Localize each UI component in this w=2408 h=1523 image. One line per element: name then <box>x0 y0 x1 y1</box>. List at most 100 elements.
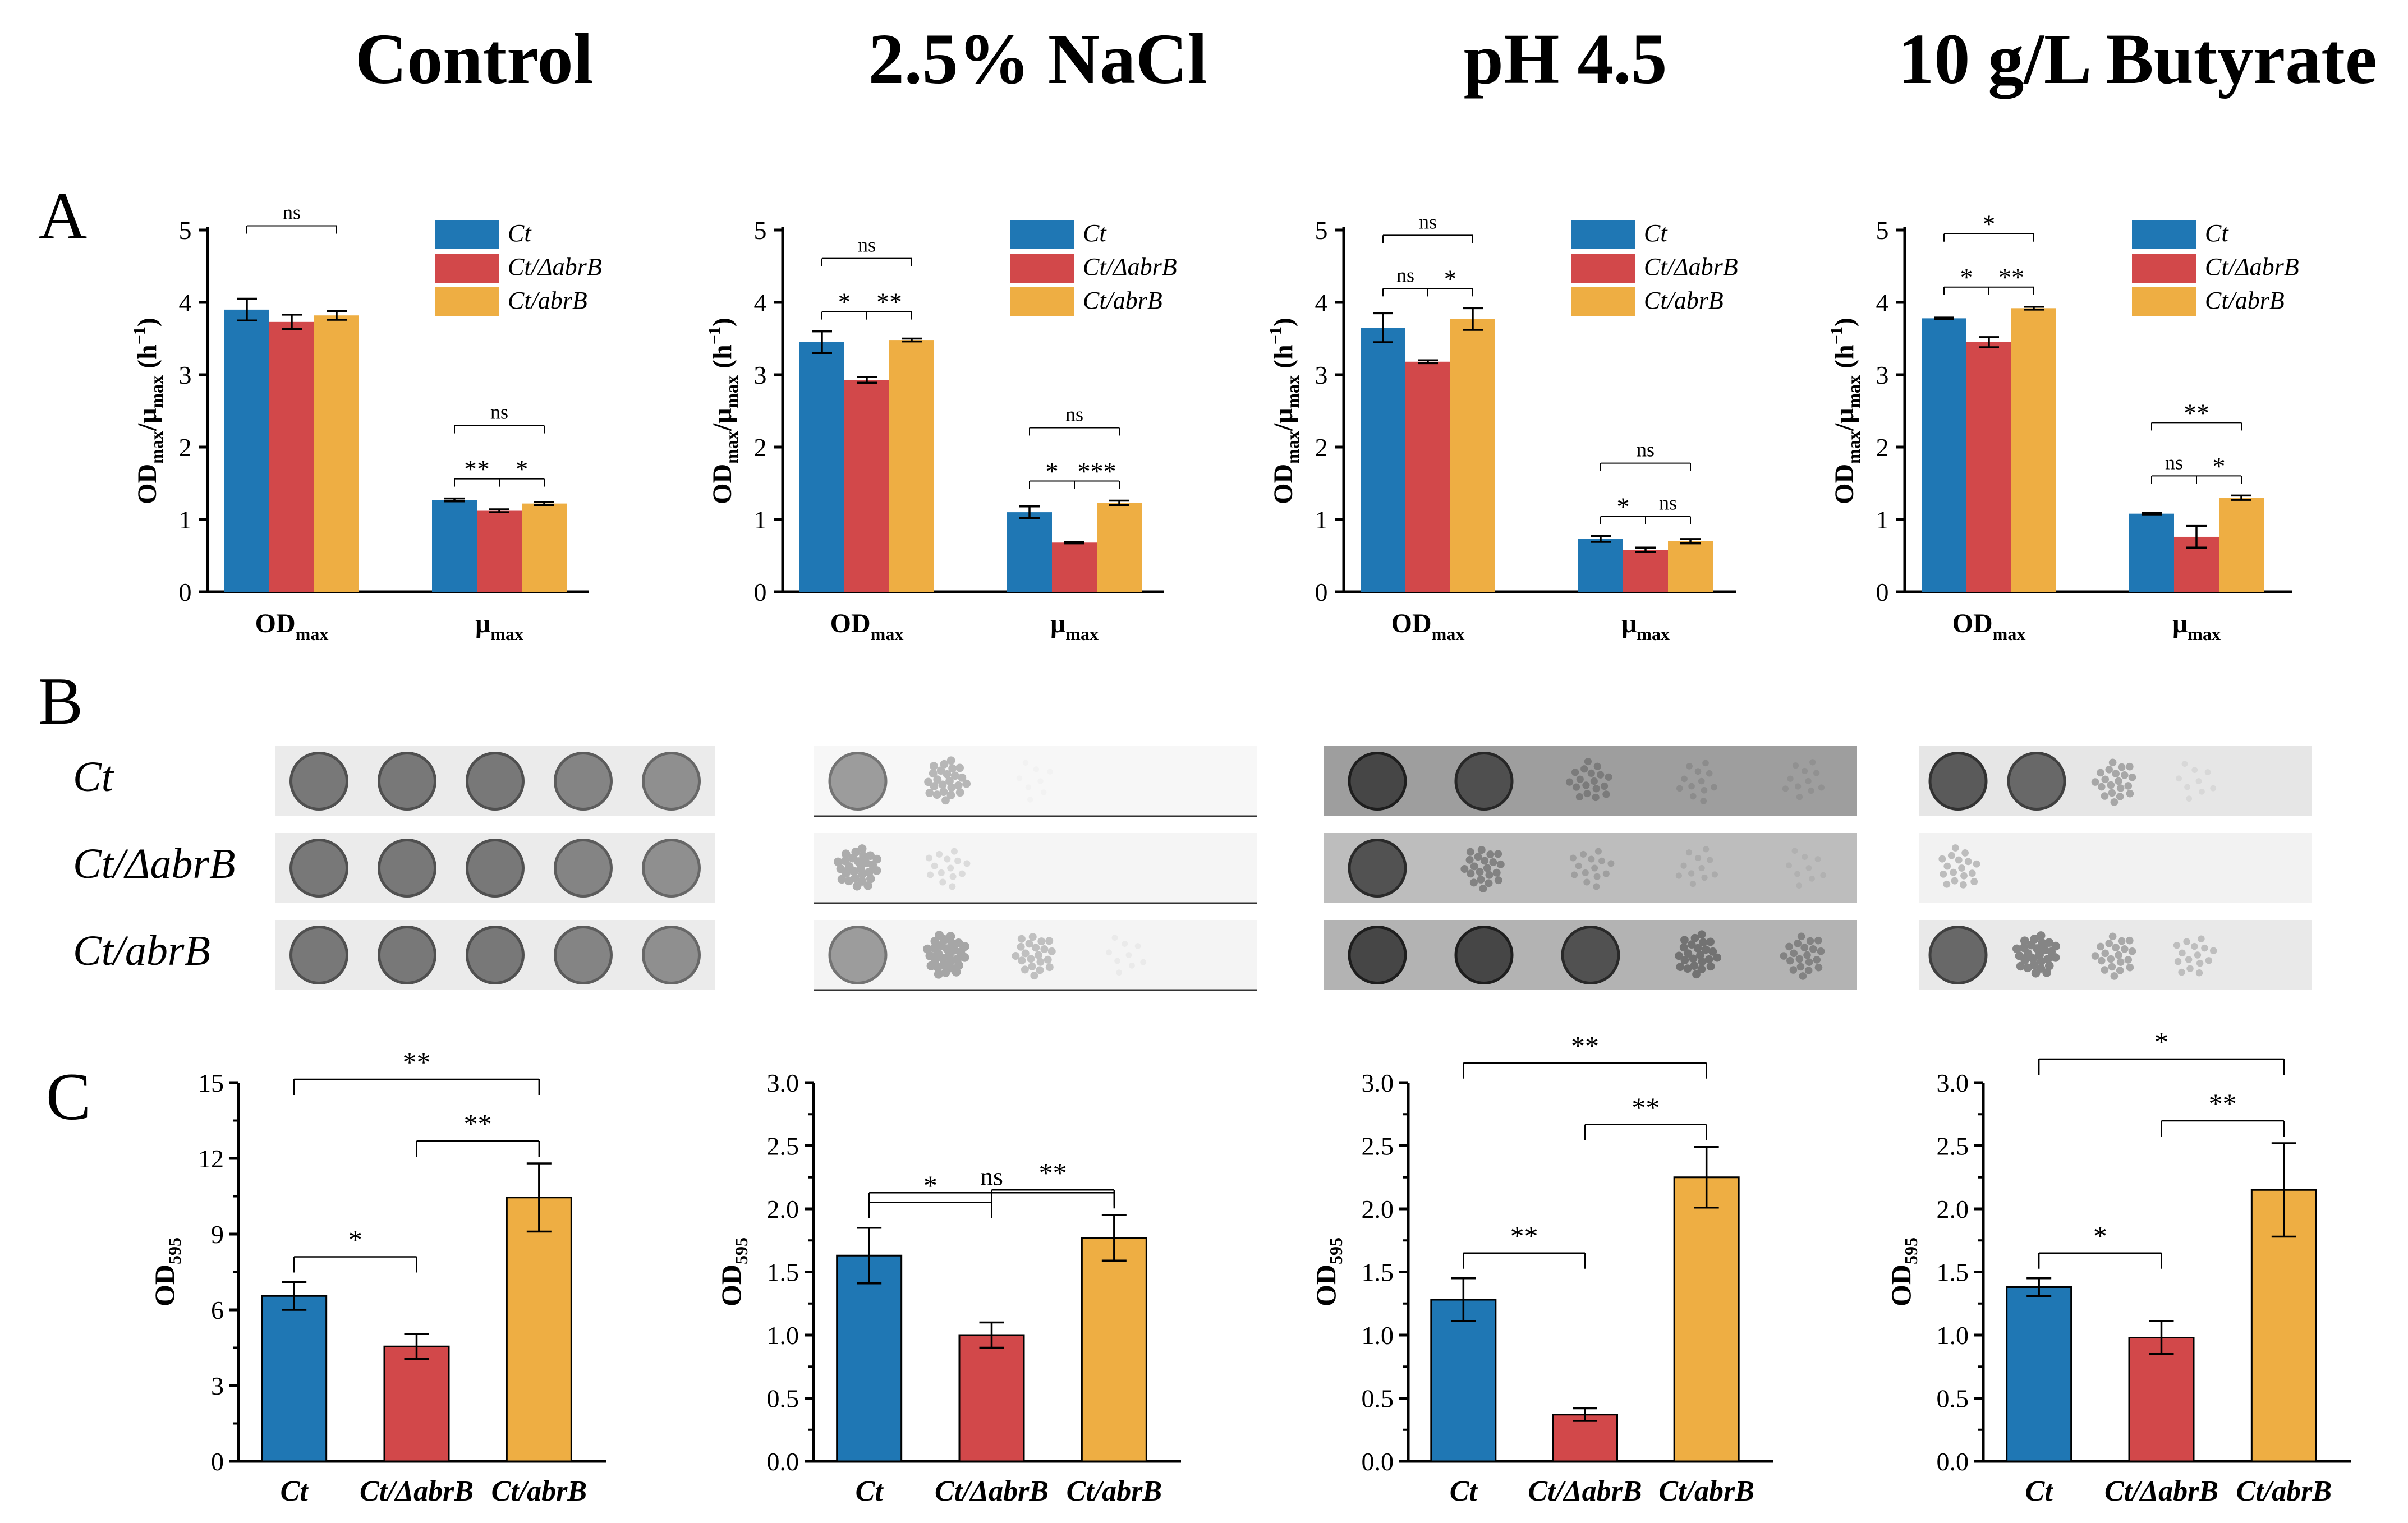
plate-background <box>1919 833 2312 903</box>
colony-dot <box>1582 869 1589 876</box>
colony-dot <box>2116 793 2124 800</box>
colony-dot <box>2184 784 2190 790</box>
colony-dot <box>1122 941 1128 947</box>
colony-dot <box>1711 784 1717 791</box>
colony-dot <box>1950 868 1957 876</box>
colony-dot <box>2198 935 2205 942</box>
colony-dot <box>851 848 861 857</box>
colony-dot <box>1605 773 1612 781</box>
colony-dot <box>1708 947 1717 956</box>
spot-strip-control-ct <box>275 746 715 816</box>
colony-dot <box>1804 967 1813 974</box>
colony-dot <box>923 944 932 954</box>
colony-dot <box>1947 852 1955 859</box>
y-tick-label: 1.0 <box>1362 1321 1394 1350</box>
colony-dot <box>1805 777 1812 785</box>
legend-label-ct-abrb: Ct/ΔabrB <box>508 253 602 280</box>
colony-spot <box>828 752 888 811</box>
xlabel-main: OD <box>830 609 871 638</box>
x-tick-label-ct-abrb: Ct/ΔabrB <box>2104 1475 2218 1507</box>
y-tick-label: 1 <box>754 505 767 534</box>
colony-dot <box>1676 963 1685 972</box>
colony-dot <box>1047 769 1053 775</box>
significance-label: * <box>838 288 851 316</box>
colony-dot <box>1021 965 1029 974</box>
colony-dot <box>844 876 853 886</box>
colony-dot <box>1129 962 1135 969</box>
colony-dot <box>2016 961 2025 971</box>
colony-dot <box>1028 933 1037 941</box>
colony-dot <box>1017 935 1026 943</box>
colony-dot <box>1686 763 1693 770</box>
spot-strip-2-5-nacl-ct <box>814 746 1257 817</box>
colony-dot <box>1792 762 1799 769</box>
legend-label-ct-abrb: Ct/ΔabrB <box>1083 253 1177 280</box>
colony-dot <box>946 756 955 765</box>
colony-dot <box>1789 966 1798 974</box>
significance-label: * <box>1960 263 1973 292</box>
significance-label: * <box>923 1170 938 1201</box>
colony-dot <box>1951 877 1959 885</box>
colony-spot <box>1928 752 1988 811</box>
significance-label: *** <box>1078 457 1116 485</box>
colony-dot <box>2108 789 2116 797</box>
colony-dot <box>941 796 950 805</box>
ylabel-exp: −1 <box>1266 326 1285 344</box>
colony-dot <box>1044 955 1052 964</box>
x-tick-label-ct-abrb: Ct/abrB <box>491 1475 587 1507</box>
y-axis-label: OD595 <box>1310 1237 1346 1306</box>
colony-dot <box>841 849 851 858</box>
spot-strip-10-g-l-butyrate-ct-abrb <box>1919 920 2312 990</box>
ylabel-close: ) <box>707 318 737 326</box>
bar-ct-abrb <box>383 1345 450 1462</box>
colony-dot <box>1037 778 1044 784</box>
colony-dot <box>960 942 969 951</box>
ylabel-exp: −1 <box>705 326 724 344</box>
significance-label: ** <box>464 1108 492 1139</box>
colony-dot <box>1496 860 1505 868</box>
xlabel-sub: max <box>871 624 904 644</box>
ylabel-od: OD <box>1885 1264 1917 1306</box>
spot-strip-10-g-l-butyrate-ct-abrb <box>1919 833 2312 903</box>
significance-label: * <box>1983 210 1996 238</box>
colony-dot <box>2196 959 2204 967</box>
colony-dot <box>1689 793 1697 800</box>
colony-dot <box>2126 963 2134 972</box>
colony-dot <box>1701 874 1708 881</box>
y-tick-label: 3 <box>1315 361 1328 389</box>
chart-c-10-g-l-butyrate: 0.0 0.5 1.0 1.5 2.0 2.5 3.0 OD595 Ct Ct/ΔabrB Ct/a… <box>1885 1026 2351 1507</box>
colony-dot <box>2205 957 2213 964</box>
significance-label: * <box>348 1224 362 1255</box>
colony-dot <box>1690 961 1699 970</box>
x-tick-label-ct: Ct <box>2025 1475 2054 1507</box>
colony-dot <box>865 867 874 877</box>
colony-dot <box>2012 944 2021 954</box>
legend-label-ct-abrb: Ct/ΔabrB <box>1644 253 1738 280</box>
colony-spot <box>378 752 436 811</box>
title-10-g-l-butyrate: 10 g/L Butyrate <box>1898 19 2377 99</box>
colony-dot <box>1690 933 1699 942</box>
colony-dot <box>950 848 958 855</box>
colony-dot <box>866 851 875 861</box>
colony-dot <box>2105 940 2113 947</box>
colony-dot <box>2051 953 2060 962</box>
y-tick-label: 4 <box>754 288 767 317</box>
ylabel-sub: max <box>1283 375 1303 408</box>
colony-dot <box>1034 951 1042 959</box>
y-tick-label: 3 <box>211 1372 224 1400</box>
y-tick-label: 12 <box>198 1144 224 1173</box>
colony-dot <box>1134 943 1141 949</box>
colony-dot <box>2097 769 2104 777</box>
bar-ct <box>1430 1299 1497 1462</box>
bar-ct-abrb-od <box>1966 342 2011 592</box>
colony-spot <box>289 752 348 811</box>
colony-dot <box>946 932 955 941</box>
colony-dot <box>837 875 847 884</box>
colony-dot <box>1813 770 1820 776</box>
colony-dot <box>1813 956 1821 964</box>
significance-label: * <box>2154 1026 2168 1057</box>
significance-label: ** <box>464 455 490 484</box>
colony-dot <box>934 969 943 979</box>
